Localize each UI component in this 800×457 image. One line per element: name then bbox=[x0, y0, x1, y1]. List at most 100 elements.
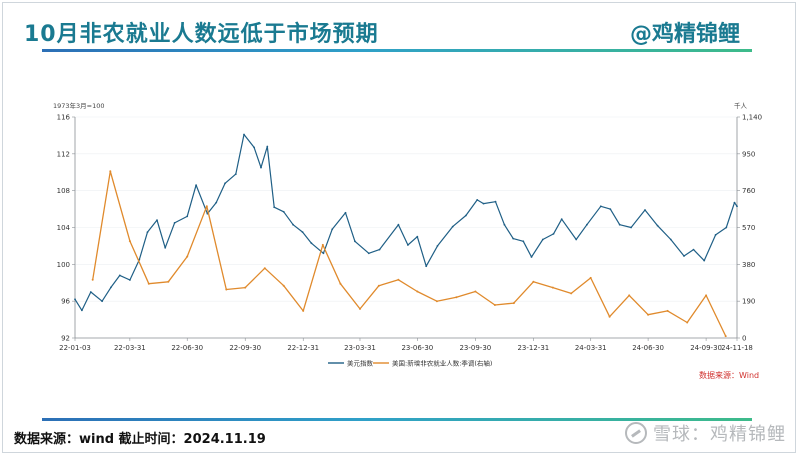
dollar-index-point bbox=[465, 214, 467, 217]
dollar-index-point bbox=[101, 300, 103, 303]
dollar-index-point bbox=[266, 145, 269, 148]
x-tick-label: 23-03-31 bbox=[344, 344, 376, 352]
dollar-index-point bbox=[273, 206, 276, 209]
nonfarm-payrolls-point bbox=[244, 286, 247, 289]
legend-label-dollar-index: 美元指数 bbox=[347, 359, 374, 368]
right-tick-label: 190 bbox=[742, 298, 755, 306]
dollar-index-point bbox=[301, 231, 304, 234]
dollar-index-point bbox=[253, 146, 256, 149]
left-tick-label: 96 bbox=[61, 298, 70, 306]
x-tick-label: 23-06-30 bbox=[401, 344, 433, 352]
dollar-index-point bbox=[344, 211, 347, 214]
nonfarm-payrolls-point bbox=[493, 304, 496, 306]
right-tick-label: 570 bbox=[742, 224, 755, 232]
nonfarm-payrolls-line bbox=[92, 170, 727, 337]
nonfarm-payrolls-point bbox=[705, 294, 708, 297]
dollar-index-point bbox=[703, 259, 706, 262]
dollar-index-point bbox=[575, 238, 578, 241]
right-axis-unit: 千人 bbox=[734, 101, 748, 110]
dollar-index-point bbox=[74, 298, 76, 301]
dollar-index-point bbox=[630, 226, 632, 229]
dollar-index-point bbox=[81, 309, 83, 312]
dollar-index-point bbox=[436, 245, 439, 247]
x-tick-label: 23-12-31 bbox=[517, 344, 549, 352]
left-axis-unit: 1973年3月=100 bbox=[53, 101, 105, 110]
left-tick-label: 116 bbox=[57, 114, 71, 122]
watermark-text: 雪球：鸡精锦鲤 bbox=[653, 424, 786, 445]
dollar-index-point bbox=[243, 133, 245, 136]
dollar-index-point bbox=[494, 200, 497, 203]
dollar-index-point bbox=[733, 201, 736, 204]
nonfarm-payrolls-point bbox=[91, 278, 94, 281]
nonfarm-payrolls-point bbox=[377, 284, 380, 287]
nonfarm-payrolls-point bbox=[647, 313, 650, 316]
dollar-index-point bbox=[354, 240, 356, 243]
x-tick-label: 22-01-03 bbox=[59, 344, 91, 352]
dollar-index-point bbox=[512, 237, 515, 240]
dollar-index-point bbox=[725, 226, 728, 229]
right-tick-labels: 0 190 380 570 760 950 1,140 bbox=[737, 114, 762, 343]
nonfarm-payrolls-point bbox=[167, 280, 170, 283]
series-layer bbox=[74, 133, 738, 338]
nonfarm-payrolls-point bbox=[225, 288, 228, 291]
dollar-index-point bbox=[164, 246, 167, 249]
dollar-index-point bbox=[378, 248, 381, 251]
dollar-index-point bbox=[173, 222, 176, 224]
dollar-index-point bbox=[407, 244, 409, 246]
dollar-index-point bbox=[599, 205, 602, 208]
nonfarm-payrolls-point bbox=[551, 286, 554, 289]
dollar-index-point bbox=[522, 240, 525, 243]
dollar-index-point bbox=[282, 210, 285, 213]
dollar-index-point bbox=[367, 252, 370, 255]
x-tick-label: 24-06-30 bbox=[632, 344, 664, 352]
dollar-index-point bbox=[215, 201, 218, 204]
dollar-index-point bbox=[129, 279, 131, 281]
left-tick-label: 112 bbox=[57, 150, 70, 158]
dollar-index-point bbox=[156, 219, 158, 222]
x-tick-label: 22-12-31 bbox=[287, 344, 319, 352]
x-tick-labels: 22-01-03 22-03-31 22-06-30 22-09-30 22-12-31… bbox=[59, 338, 753, 352]
left-tick-label: 104 bbox=[57, 224, 71, 232]
dollar-index-point bbox=[656, 224, 659, 227]
right-tick-label: 760 bbox=[742, 187, 755, 195]
dollar-index-point bbox=[89, 291, 92, 293]
dollar-index-point bbox=[397, 223, 400, 226]
dollar-index-point bbox=[736, 205, 738, 208]
nonfarm-payrolls-point bbox=[628, 294, 631, 297]
dollar-index-point bbox=[322, 252, 325, 255]
dollar-index-point bbox=[503, 223, 506, 226]
nonfarm-payrolls-point bbox=[532, 280, 535, 283]
dollar-index-point bbox=[530, 256, 533, 258]
nonfarm-payrolls-point bbox=[666, 309, 669, 312]
dollar-index-point bbox=[644, 209, 646, 211]
x-tick-label: 22-06-30 bbox=[171, 344, 203, 352]
nonfarm-payrolls-point bbox=[416, 290, 419, 293]
nonfarm-payrolls-point bbox=[321, 243, 324, 246]
dollar-index-point bbox=[146, 231, 149, 234]
right-tick-label: 1,140 bbox=[742, 114, 762, 122]
dollar-index-point bbox=[416, 235, 419, 238]
dollar-index-point bbox=[260, 166, 262, 169]
dollar-index-point bbox=[714, 234, 717, 236]
nonfarm-payrolls-point bbox=[608, 315, 611, 318]
x-tick-label: 24-03-31 bbox=[575, 344, 607, 352]
dollar-index-point bbox=[482, 202, 485, 205]
dollar-index-point bbox=[425, 265, 428, 268]
right-tick-label: 950 bbox=[742, 150, 755, 158]
nonfarm-payrolls-point bbox=[435, 300, 438, 303]
dollar-index-point bbox=[692, 248, 695, 251]
nonfarm-payrolls-point bbox=[359, 307, 361, 310]
nonfarm-payrolls-point bbox=[474, 290, 477, 293]
dollar-index-point bbox=[476, 199, 479, 201]
dollar-index-point bbox=[586, 223, 588, 226]
footer-text: 数据来源：wind 截止时间：2024.11.19 bbox=[14, 432, 266, 447]
nonfarm-payrolls-point bbox=[724, 335, 727, 338]
dollar-index-point bbox=[310, 242, 313, 245]
x-tick-label: 24-09-30 bbox=[690, 344, 722, 352]
dollar-index-point bbox=[669, 238, 672, 241]
x-tick-label: 22-09-30 bbox=[229, 344, 261, 352]
left-tick-label: 108 bbox=[57, 187, 70, 195]
right-tick-label: 0 bbox=[742, 335, 746, 343]
snowball-logo-icon bbox=[625, 422, 647, 444]
